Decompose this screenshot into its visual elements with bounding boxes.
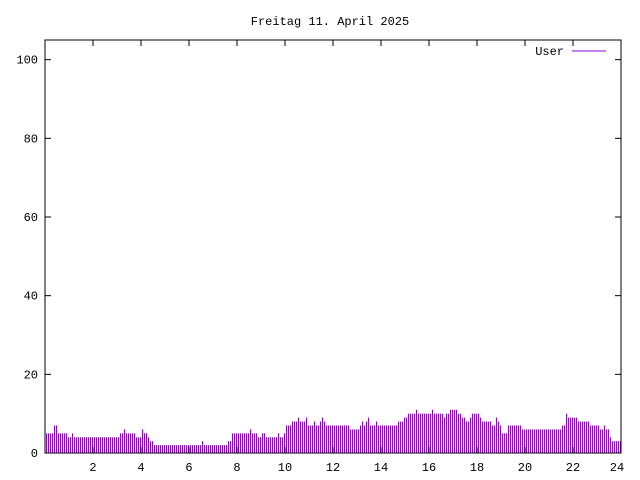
- y-axis: 0 20 40 60 80 100: [16, 54, 621, 461]
- x-tick-label: 6: [185, 461, 192, 475]
- legend-label: User: [535, 45, 564, 59]
- x-tick-label: 10: [278, 461, 292, 475]
- bars: [46, 409, 621, 453]
- x-tick-label: 18: [470, 461, 484, 475]
- y-tick-label: 0: [31, 447, 38, 461]
- x-tick-label: 14: [374, 461, 388, 475]
- y-tick-label: 60: [24, 211, 38, 225]
- x-tick-label: 20: [518, 461, 532, 475]
- x-tick-label: 8: [233, 461, 240, 475]
- legend: User: [535, 45, 606, 59]
- x-axis: 2 4 6 8 10 12 14 16 18 20 22 24: [89, 40, 624, 475]
- x-tick-label: 24: [610, 461, 624, 475]
- y-tick-label: 20: [24, 368, 38, 382]
- y-tick-label: 100: [16, 54, 38, 68]
- chart-title: Freitag 11. April 2025: [251, 15, 409, 29]
- x-tick-label: 4: [137, 461, 144, 475]
- plot-border: [44, 39, 622, 454]
- x-tick-label: 22: [566, 461, 580, 475]
- x-tick-label: 2: [89, 461, 96, 475]
- x-tick-label: 12: [326, 461, 340, 475]
- y-tick-label: 80: [24, 132, 38, 146]
- y-tick-label: 40: [24, 290, 38, 304]
- x-tick-label: 16: [422, 461, 436, 475]
